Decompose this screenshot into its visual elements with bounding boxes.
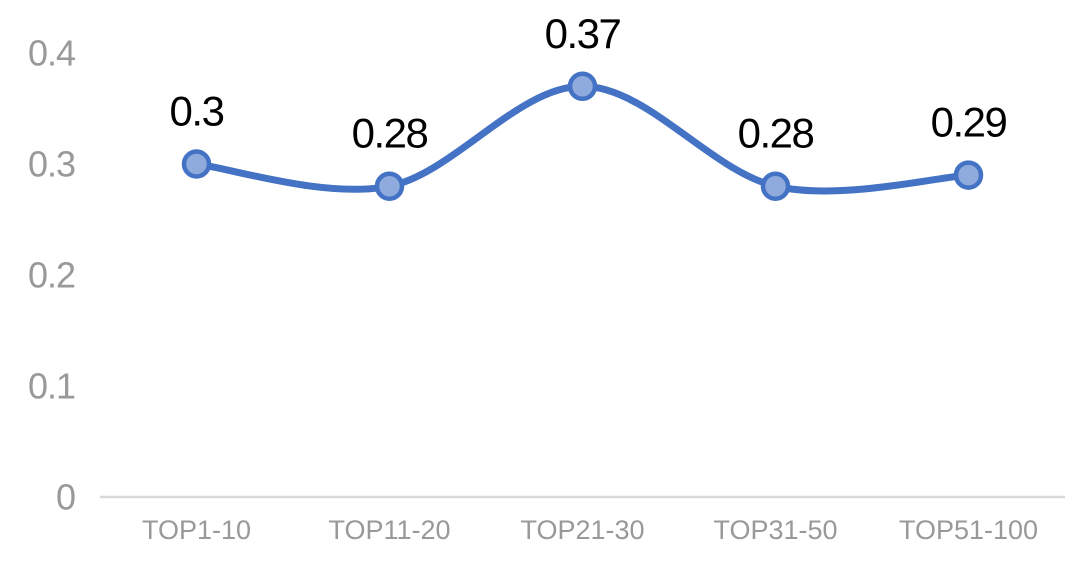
x-category-label: TOP31-50 (713, 515, 837, 545)
x-category-label: TOP1-10 (142, 515, 251, 545)
data-point-label: 0.3 (170, 88, 224, 135)
data-point-marker (953, 160, 984, 190)
y-tick-label: 0.4 (28, 33, 75, 74)
data-point-marker (567, 71, 598, 102)
data-point-marker (760, 171, 791, 201)
series-line (193, 82, 972, 195)
y-tick-label: 0.1 (28, 366, 75, 407)
data-point-label: 0.37 (545, 10, 621, 57)
data-point-label: 0.28 (738, 110, 814, 157)
data-point-marker (374, 171, 405, 201)
x-category-label: TOP51-100 (899, 515, 1038, 545)
data-point-label: 0.28 (352, 110, 428, 157)
x-category-label: TOP11-20 (328, 515, 450, 545)
y-tick-label: 0.2 (28, 255, 75, 296)
data-point-marker (181, 149, 212, 179)
y-tick-label: 0 (56, 477, 75, 518)
data-point-label: 0.29 (931, 99, 1007, 146)
y-tick-label: 0.3 (28, 144, 75, 185)
x-category-label: TOP21-30 (520, 515, 644, 545)
